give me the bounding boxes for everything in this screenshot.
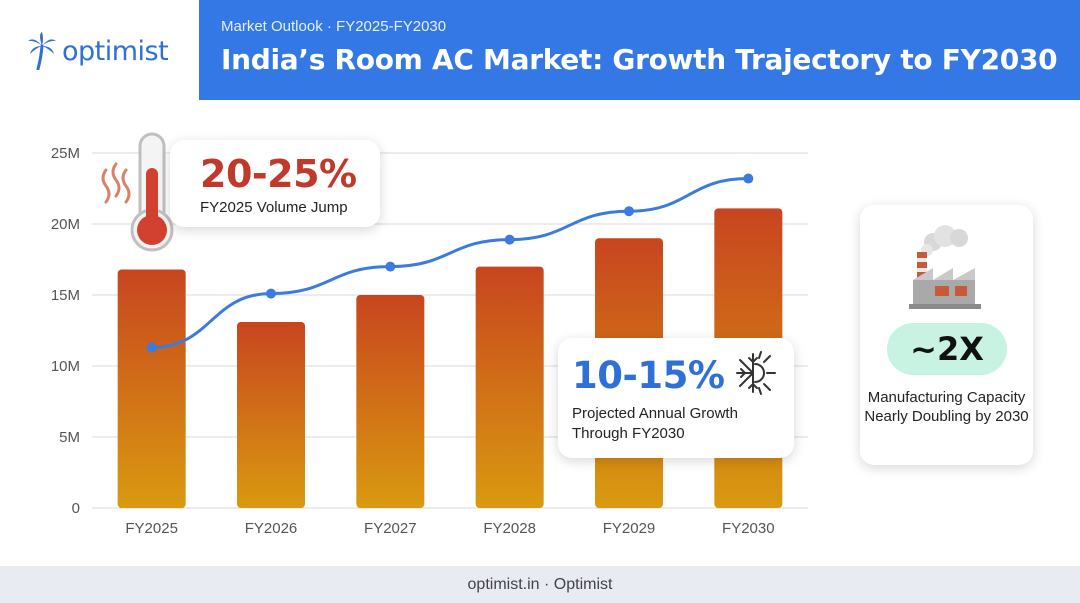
bar-fy2025	[117, 269, 186, 508]
volume-jump-card: 20-25% FY2025 Volume Jump	[170, 140, 380, 227]
trend-line	[151, 177, 749, 350]
volume-jump-label: FY2025 Volume Jump	[200, 199, 348, 216]
header-subtitle: Market Outlook · FY2025-FY2030	[221, 18, 447, 35]
trend-point-fy2025	[146, 342, 157, 353]
volume-jump-value: 20-25%	[200, 152, 357, 196]
x-tick-label: FY2028	[483, 520, 536, 537]
annual-growth-card: 10-15% Projected Annual Growth Through F…	[558, 338, 794, 458]
y-tick-label: 20M	[51, 216, 80, 233]
x-tick-label: FY2025	[125, 520, 178, 537]
y-tick-label: 25M	[51, 145, 80, 162]
y-tick-label: 0	[72, 500, 80, 517]
x-tick-label: FY2026	[245, 520, 298, 537]
brand-logo: optimist	[28, 32, 169, 70]
footer: optimist.in · Optimist	[0, 566, 1080, 603]
y-tick-label: 15M	[51, 287, 80, 304]
bar-fy2027	[356, 295, 425, 508]
trend-point-fy2030	[743, 173, 754, 184]
trend-point-fy2028	[504, 234, 515, 245]
trend-point-fy2027	[385, 261, 396, 272]
factory-icon	[909, 225, 981, 309]
y-tick-label: 10M	[51, 358, 80, 375]
trend-point-fy2029	[624, 206, 634, 217]
y-tick-label: 5M	[59, 429, 80, 446]
snowflake-sun-icon	[736, 351, 776, 395]
annual-growth-label: Projected Annual Growth Through FY2030	[572, 405, 738, 442]
trend-point-fy2026	[266, 288, 276, 299]
x-tick-label: FY2029	[603, 520, 656, 537]
bar-fy2026	[237, 321, 305, 508]
annual-growth-value: 10-15%	[572, 354, 725, 397]
header-banner: Market Outlook · FY2025-FY2030 India’s R…	[199, 0, 1080, 100]
capacity-card: ~2X Manufacturing Capacity Nearly Doubli…	[860, 205, 1033, 465]
capacity-value: ~2X	[887, 323, 1007, 375]
footer-text: optimist.in · Optimist	[467, 575, 613, 593]
bar-fy2028	[475, 266, 544, 508]
capacity-label: Manufacturing Capacity Nearly Doubling b…	[864, 389, 1029, 425]
palm-tree-icon	[28, 32, 56, 70]
x-tick-label: FY2027	[364, 520, 417, 537]
brand-name: optimist	[62, 35, 169, 67]
x-tick-label: FY2030	[722, 520, 775, 537]
page-title: India’s Room AC Market: Growth Trajector…	[221, 43, 1058, 76]
